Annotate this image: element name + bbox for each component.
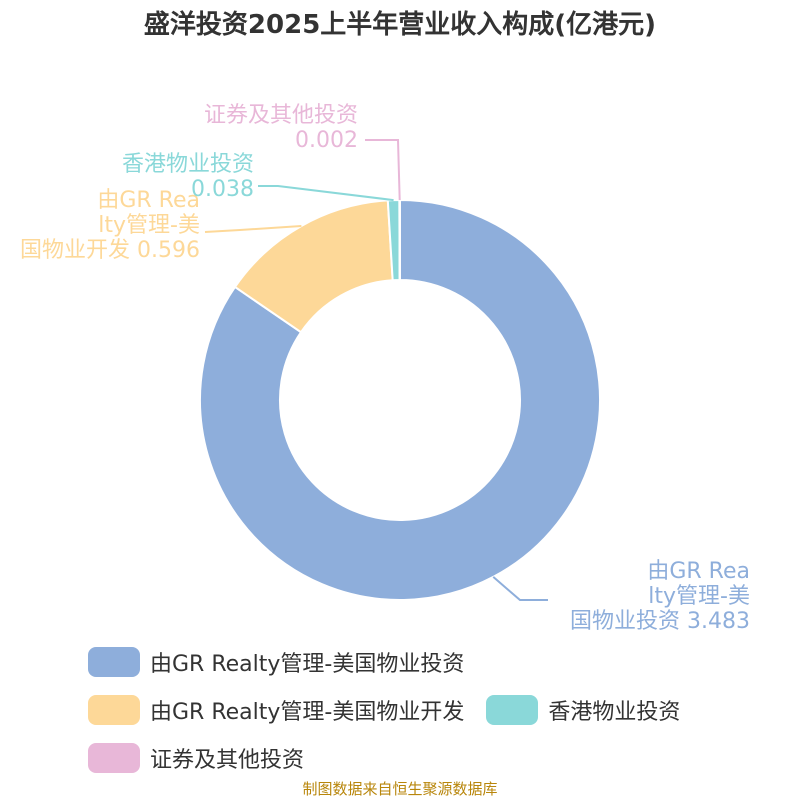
- legend-item[interactable]: 证券及其他投资: [88, 742, 304, 774]
- legend-row: 由GR Realty管理-美国物业投资: [88, 638, 768, 686]
- slice-label-line: 0.038: [191, 177, 254, 202]
- legend-item[interactable]: 由GR Realty管理-美国物业投资: [88, 646, 464, 678]
- legend-row: 证券及其他投资: [88, 734, 768, 782]
- leader-line: [258, 185, 394, 202]
- chart-title: 盛洋投资2025上半年营业收入构成(亿港元): [143, 10, 657, 40]
- legend-swatch: [88, 647, 140, 677]
- slice-label: 由GR Rea lty管理-美国物业开发 0.596: [20, 188, 200, 263]
- slice-label: 证券及其他投资 0.002: [204, 103, 358, 153]
- slice-label: 由GR Rea lty管理-美国物业投资 3.483: [570, 559, 750, 634]
- slice-label-line: 证券及其他投资: [204, 103, 358, 128]
- legend-swatch: [486, 695, 539, 725]
- slice-label-line: lty管理-美: [98, 213, 200, 238]
- legend-label: 由GR Realty管理-美国物业开发: [150, 700, 465, 725]
- leader-line: [492, 576, 548, 601]
- slice-label: 香港物业投资 0.038: [122, 152, 254, 202]
- slice-label-line: 由GR Rea: [97, 188, 200, 213]
- leader-line: [365, 139, 401, 201]
- legend-label: 由GR Realty管理-美国物业投资: [150, 652, 465, 677]
- legend-item[interactable]: 由GR Realty管理-美国物业开发: [88, 694, 464, 726]
- source-note: 制图数据来自恒生聚源数据库: [302, 780, 498, 798]
- donut-slice[interactable]: [398, 198, 401, 282]
- legend-swatch: [88, 695, 140, 725]
- slice-label-line: 香港物业投资: [122, 152, 254, 177]
- leader-line: [204, 225, 302, 233]
- legend-label: 香港物业投资: [548, 700, 681, 725]
- slice-label-line: 0.002: [295, 128, 358, 153]
- legend-item[interactable]: 香港物业投资: [486, 694, 680, 726]
- slice-label-line: 国物业投资 3.483: [570, 609, 750, 634]
- legend-swatch: [88, 743, 140, 773]
- slice-label-line: lty管理-美: [648, 584, 750, 609]
- legend-row: 由GR Realty管理-美国物业开发 香港物业投资: [88, 686, 768, 734]
- donut-slice[interactable]: [199, 198, 601, 601]
- slice-label-line: 国物业开发 0.596: [20, 238, 200, 263]
- legend: 由GR Realty管理-美国物业投资 由GR Realty管理-美国物业开发 …: [88, 638, 768, 782]
- slice-label-line: 由GR Rea: [647, 559, 750, 584]
- legend-label: 证券及其他投资: [150, 748, 305, 773]
